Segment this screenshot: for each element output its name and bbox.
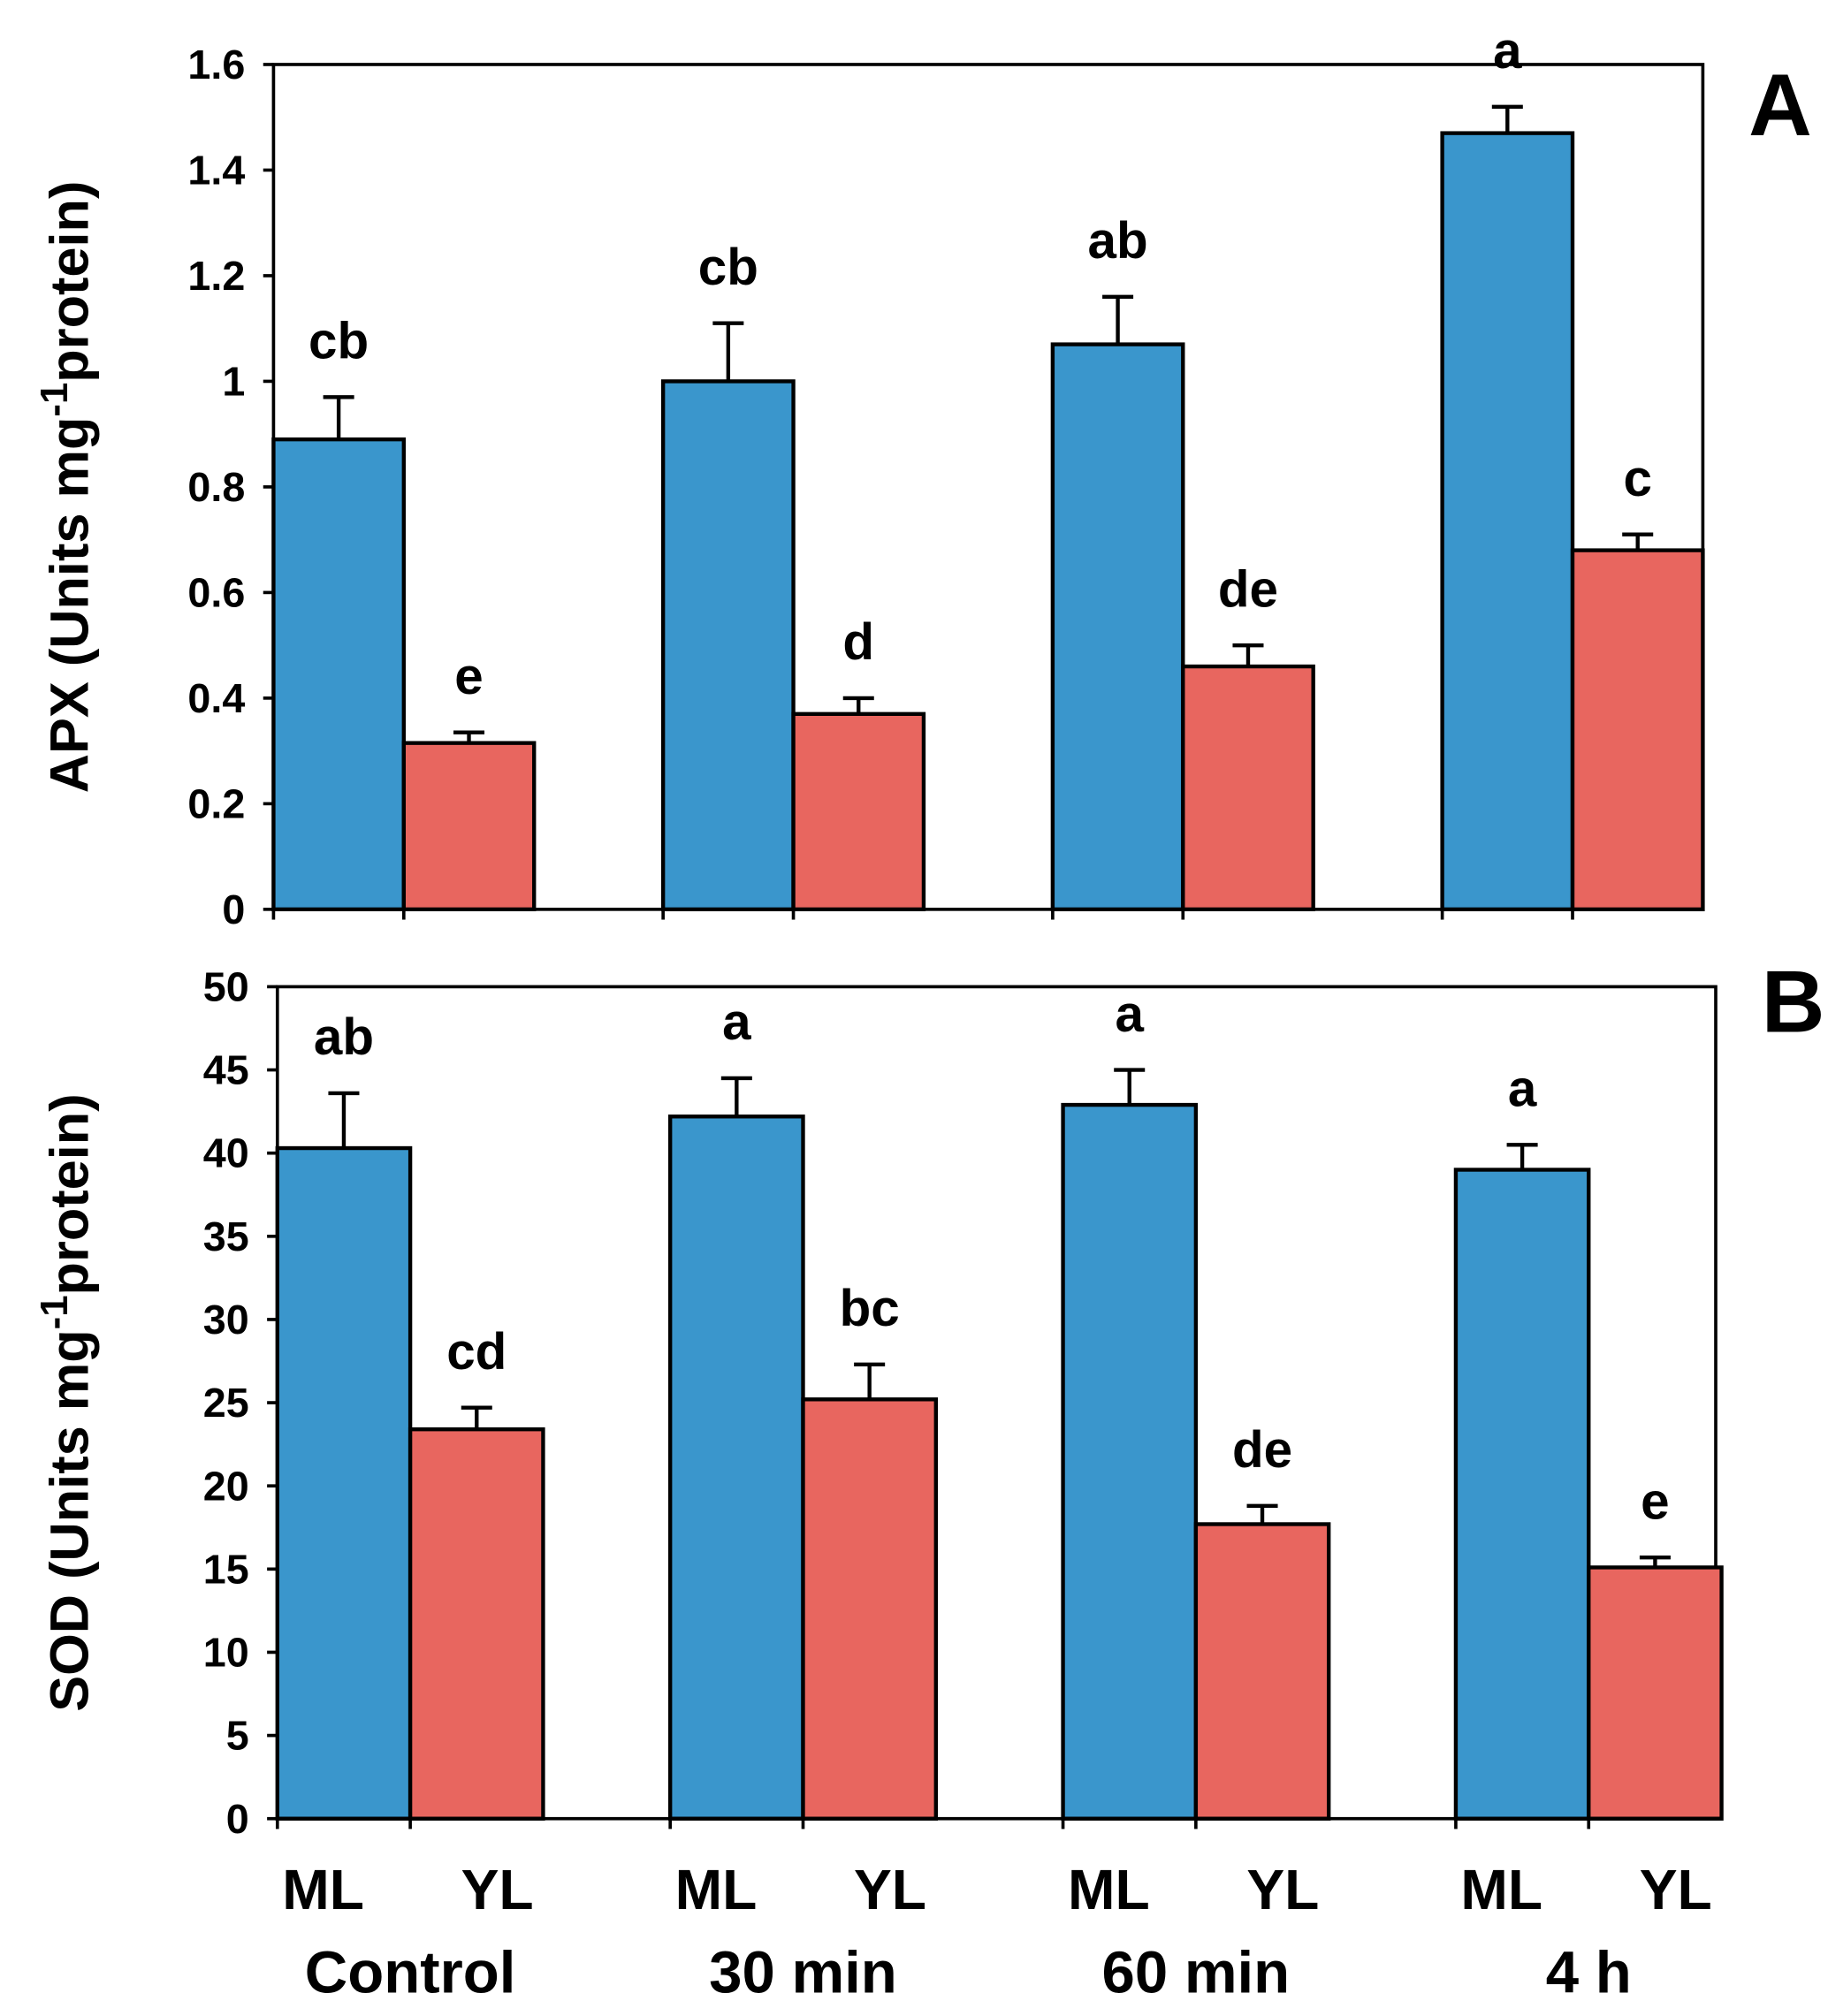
panel-b-bar-ml xyxy=(1453,1168,1591,1821)
panel-b-ytick-label: 20 xyxy=(203,1463,249,1509)
panel-b-y-axis-label: SOD (Units mg-1protein) xyxy=(33,1093,99,1711)
panel-a-significance-letter: d xyxy=(842,613,874,671)
panel-b-ytick-label: 10 xyxy=(203,1630,249,1676)
panel-b-ytick-label: 15 xyxy=(203,1546,249,1592)
panel-a-ytick-label: 1.6 xyxy=(187,42,245,87)
ylabel-end: protein) xyxy=(39,181,99,383)
panel-b-significance-letter: a xyxy=(1508,1060,1537,1117)
panel-a-ytick-label: 0.4 xyxy=(187,675,245,721)
panel-b-bar-ml xyxy=(1061,1102,1199,1821)
x-series-label: ML xyxy=(1068,1858,1150,1921)
panel-b-ytick-label: 0 xyxy=(226,1796,249,1842)
panel-a-significance-letter: cb xyxy=(698,239,758,296)
x-series-label: YL xyxy=(1640,1858,1712,1921)
panel-a-ytick-label: 0.2 xyxy=(187,780,245,826)
panel-b-panel-label: B xyxy=(1762,953,1825,1051)
panel-b-ytick-label: 25 xyxy=(203,1380,249,1426)
panel-b-ytick-label: 30 xyxy=(203,1297,249,1343)
x-group-label: 30 min xyxy=(709,1940,897,2006)
panel-b-significance-letter: a xyxy=(722,993,751,1051)
panel-a-ytick-label: 0 xyxy=(222,886,245,932)
panel-a-panel-label: A xyxy=(1748,57,1812,155)
panel-a-significance-letter: cb xyxy=(308,313,369,370)
panel-a-significance-letter: e xyxy=(454,648,483,705)
panel-a-ytick-label: 1.2 xyxy=(187,253,245,299)
panel-a-y-axis-label: APX (Units mg-1protein) xyxy=(33,181,99,794)
x-series-label: ML xyxy=(675,1858,758,1921)
ylabel-superscript: -1 xyxy=(33,1295,76,1329)
panel-a-bar-yl xyxy=(401,741,537,912)
panel-a-bar-yl xyxy=(1181,664,1315,912)
panel-b-bar-yl xyxy=(1587,1565,1724,1821)
panel-a-ytick-label: 0.6 xyxy=(187,569,245,615)
panel-a-bar-ml xyxy=(1440,131,1575,912)
panel-a-significance-letter: c xyxy=(1623,450,1651,507)
panel-b-ytick-label: 40 xyxy=(203,1130,249,1176)
panel-b-bar-yl xyxy=(801,1397,938,1821)
panel-b-significance-letter: cd xyxy=(446,1323,507,1381)
panel-a-ytick-label: 1.4 xyxy=(187,148,245,194)
panel-a-bar-yl xyxy=(1570,548,1705,912)
panel-b-significance-letter: bc xyxy=(840,1280,900,1337)
ylabel-superscript: -1 xyxy=(33,383,76,417)
panel-a-ytick-label: 1 xyxy=(222,358,245,404)
panel-b-significance-letter: e xyxy=(1641,1472,1669,1530)
panel-b-ytick-label: 50 xyxy=(203,963,249,1009)
ylabel-main: SOD (Units mg xyxy=(39,1329,99,1711)
x-series-label: ML xyxy=(282,1858,364,1921)
panel-b-bar-ml xyxy=(667,1115,805,1821)
panel-a-bar-ml xyxy=(660,379,796,912)
panel-a-bar-ml xyxy=(271,437,407,912)
x-series-label: YL xyxy=(854,1858,926,1921)
panel-b-bar-yl xyxy=(1193,1522,1331,1821)
x-group-label: Control xyxy=(305,1940,516,2006)
panel-b-ytick-label: 45 xyxy=(203,1047,249,1093)
panel-a-bar-ml xyxy=(1050,342,1185,912)
x-group-label: 60 min xyxy=(1102,1940,1291,2006)
ylabel-end: protein) xyxy=(39,1093,99,1295)
panel-b-significance-letter: ab xyxy=(314,1008,374,1066)
x-series-label: YL xyxy=(461,1858,534,1921)
panel-a-ytick-label: 0.8 xyxy=(187,464,245,510)
panel-a-significance-letter: a xyxy=(1493,22,1522,80)
panel-b-bar-yl xyxy=(407,1427,545,1821)
x-group-label: 4 h xyxy=(1546,1940,1632,2006)
panel-b-ytick-label: 5 xyxy=(226,1713,249,1759)
panel-b-significance-letter: a xyxy=(1115,985,1144,1043)
x-series-label: YL xyxy=(1246,1858,1319,1921)
panel-b-bar-ml xyxy=(275,1145,413,1821)
ylabel-main: APX (Units mg xyxy=(39,417,99,794)
panel-b-ytick-label: 35 xyxy=(203,1213,249,1259)
panel-a-bar-yl xyxy=(791,711,926,912)
panel-a-significance-letter: ab xyxy=(1088,212,1148,270)
x-series-label: ML xyxy=(1460,1858,1542,1921)
panel-a-significance-letter: de xyxy=(1218,560,1278,618)
panel-b-significance-letter: de xyxy=(1232,1421,1292,1479)
